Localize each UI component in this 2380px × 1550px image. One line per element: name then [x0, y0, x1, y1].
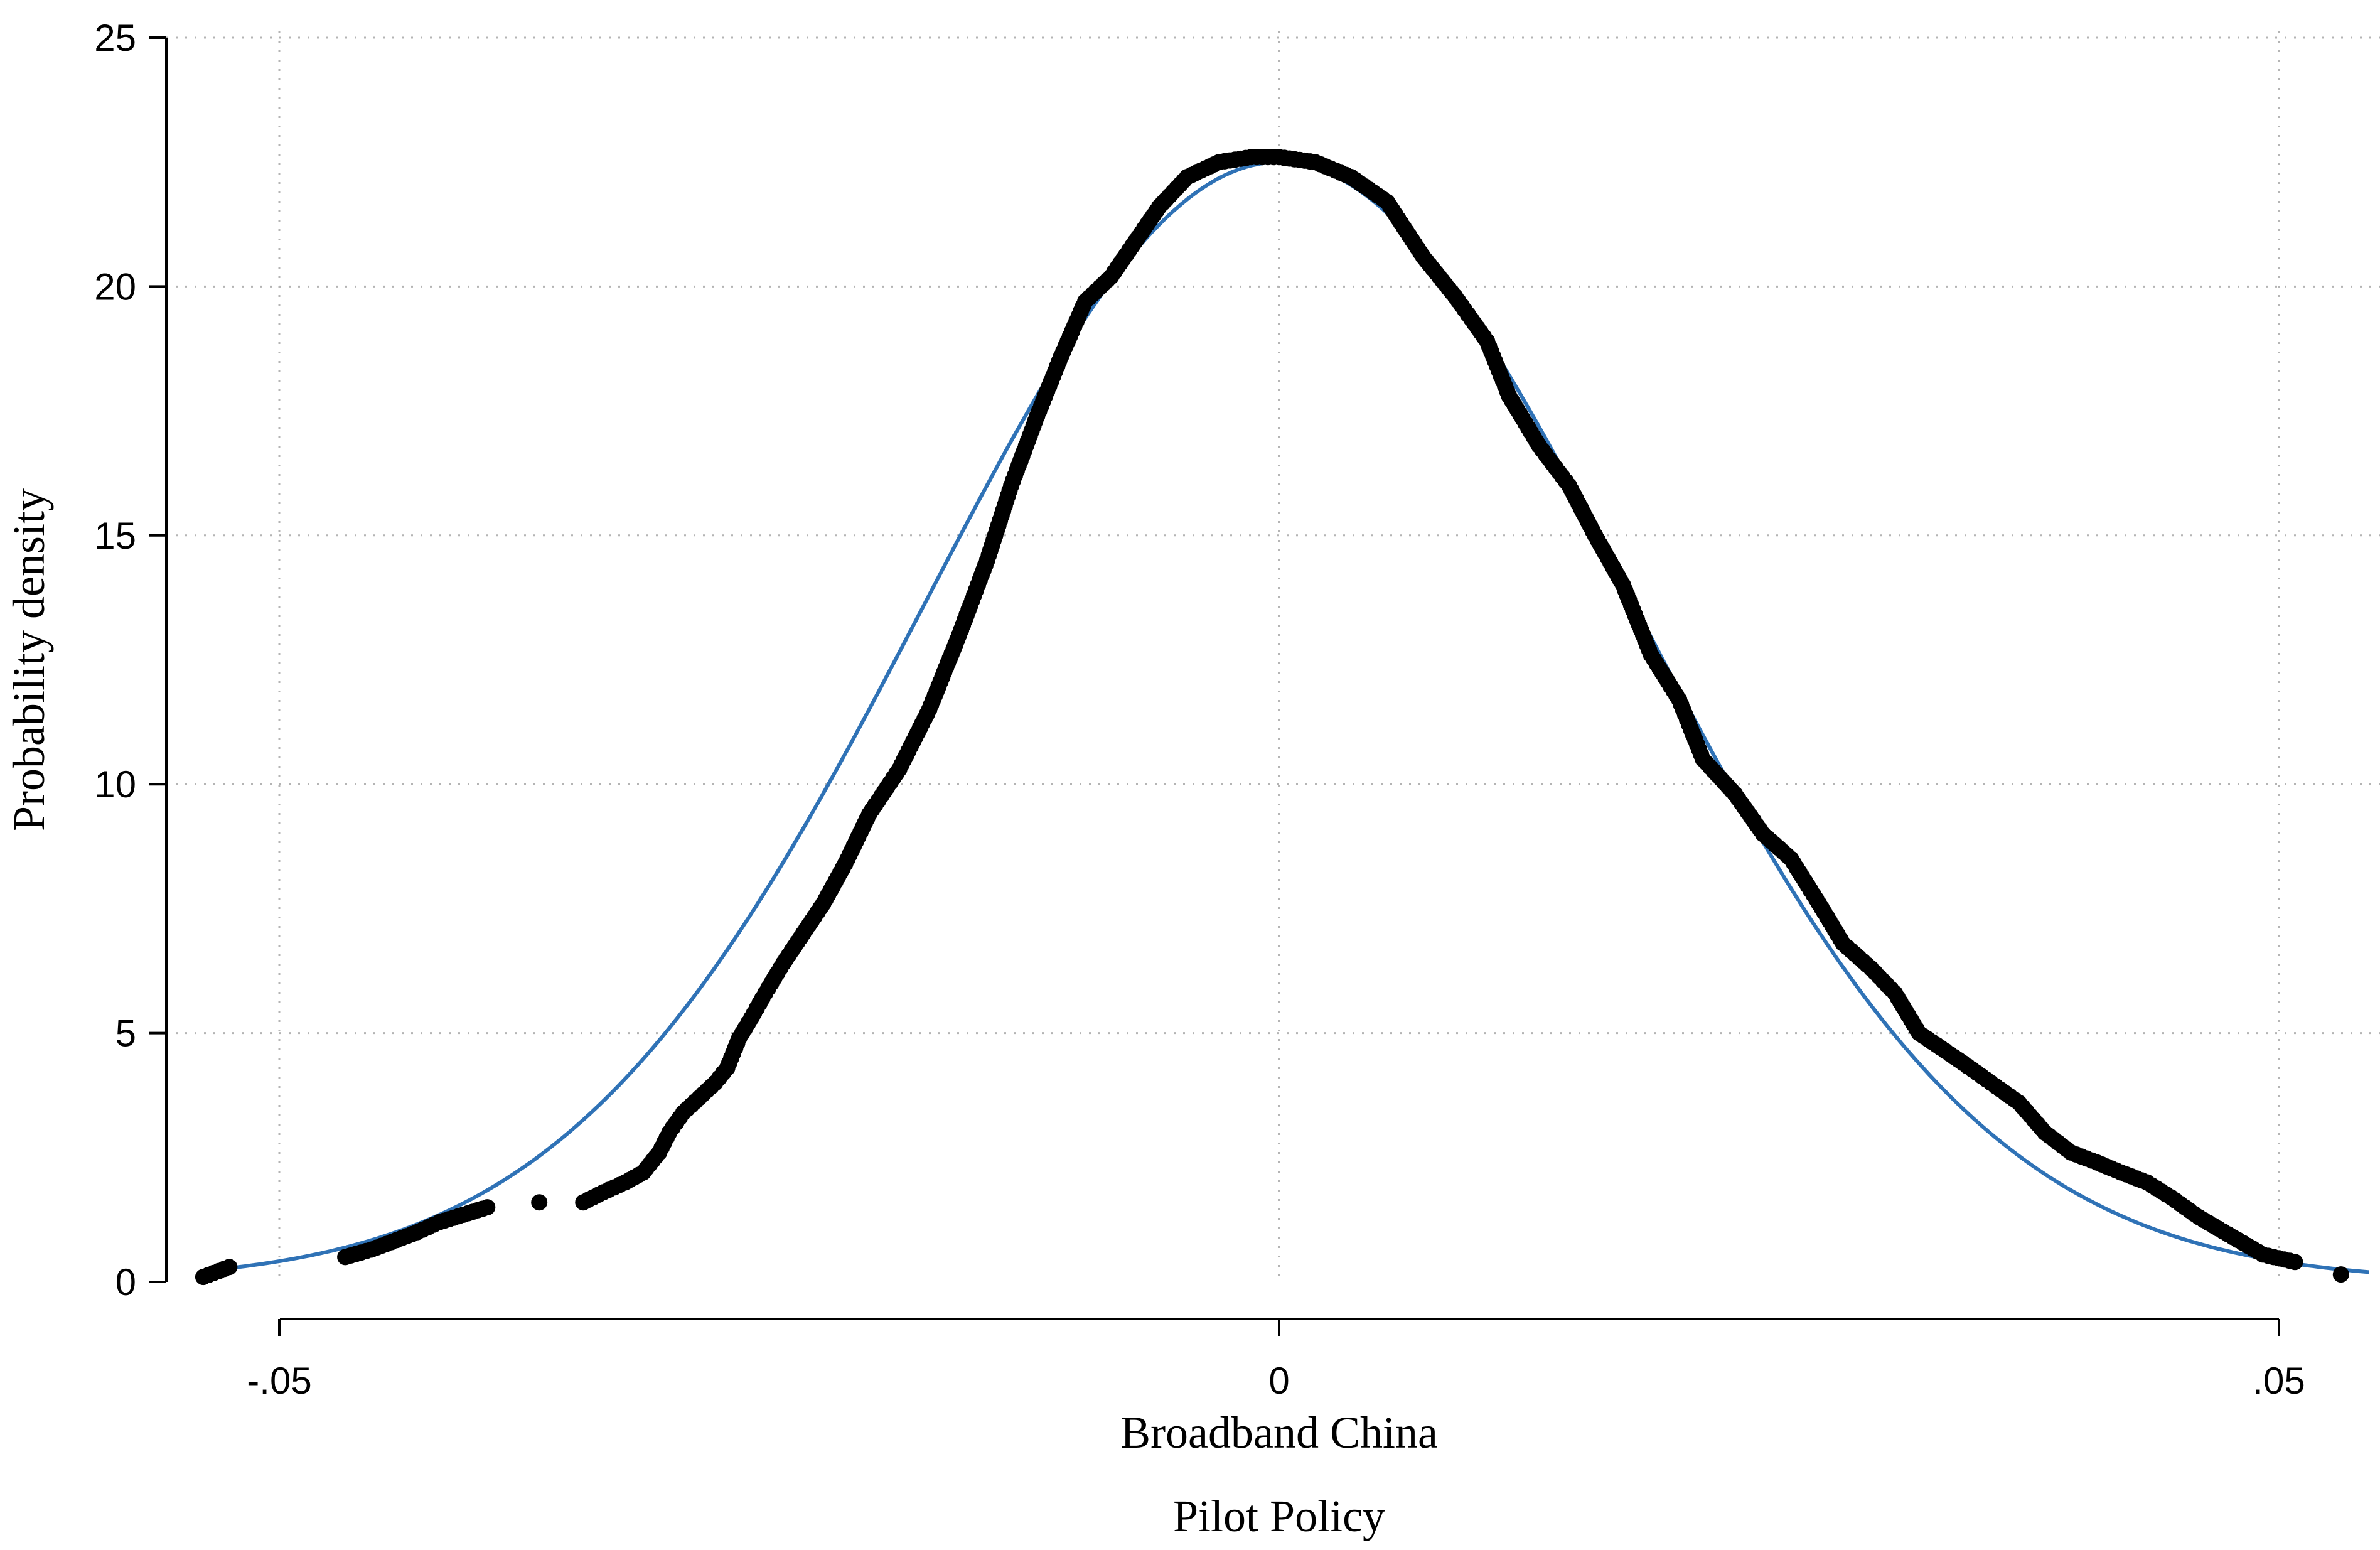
- axes: [165, 38, 2279, 1320]
- y-tick-label: 25: [94, 17, 136, 59]
- density-point: [221, 1259, 238, 1276]
- x-tick-label: .05: [2253, 1360, 2305, 1402]
- y-tick-label: 0: [115, 1261, 136, 1303]
- y-tick-label: 5: [115, 1013, 136, 1055]
- y-tick-label: 10: [94, 763, 136, 805]
- y-axis-title: Probability density: [4, 488, 54, 831]
- x-axis-title: Broadband China: [1120, 1407, 1438, 1458]
- density-point: [2332, 1266, 2349, 1283]
- normal-curve-line: [209, 160, 2369, 1274]
- density-point: [531, 1194, 548, 1211]
- density-point: [2286, 1254, 2303, 1271]
- y-tick-label: 15: [94, 515, 136, 557]
- normal-curve: [209, 160, 2369, 1274]
- density-point: [479, 1199, 496, 1216]
- x-ticks: -.05 0 .05: [247, 1319, 2305, 1402]
- y-tick-label: 20: [94, 266, 136, 308]
- x-tick-label: 0: [1268, 1360, 1289, 1402]
- x-axis-title-line2: Pilot Policy: [1173, 1491, 1385, 1541]
- density-points: [195, 149, 2349, 1286]
- gridlines: [166, 31, 2380, 1282]
- x-tick-label: -.05: [247, 1360, 311, 1402]
- y-ticks: 0 5 10 15 20 25: [94, 17, 166, 1303]
